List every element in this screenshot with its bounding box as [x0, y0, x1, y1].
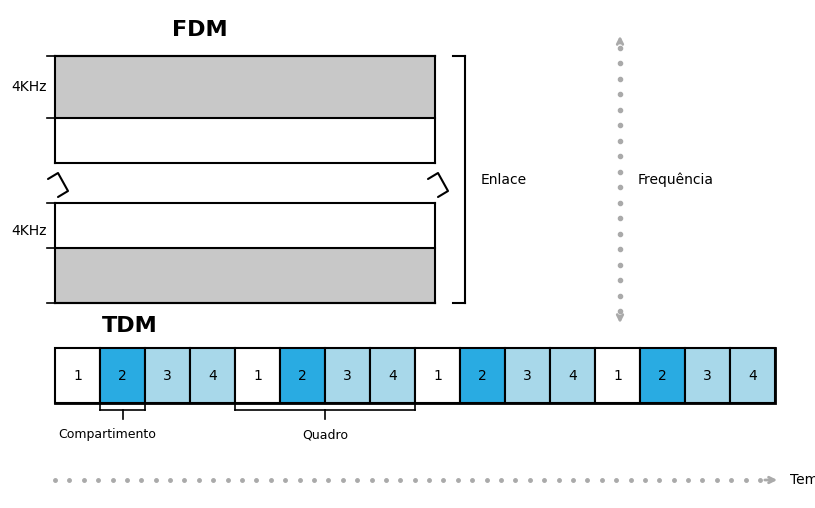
Text: 4: 4	[388, 368, 397, 383]
Text: 1: 1	[253, 368, 262, 383]
FancyBboxPatch shape	[55, 56, 435, 118]
Text: 4: 4	[748, 368, 757, 383]
Text: 1: 1	[613, 368, 622, 383]
Text: 2: 2	[298, 368, 307, 383]
FancyBboxPatch shape	[730, 348, 775, 403]
Text: 1: 1	[73, 368, 82, 383]
FancyBboxPatch shape	[685, 348, 730, 403]
Text: 3: 3	[523, 368, 532, 383]
Text: Frequência: Frequência	[638, 172, 714, 187]
Text: 4: 4	[208, 368, 217, 383]
Text: 4KHz: 4KHz	[11, 80, 47, 94]
FancyBboxPatch shape	[370, 348, 415, 403]
Text: 3: 3	[163, 368, 172, 383]
FancyBboxPatch shape	[505, 348, 550, 403]
FancyBboxPatch shape	[190, 348, 235, 403]
Text: FDM: FDM	[172, 20, 228, 40]
Text: 2: 2	[659, 368, 667, 383]
FancyBboxPatch shape	[55, 348, 100, 403]
Text: 3: 3	[343, 368, 352, 383]
Text: 3: 3	[703, 368, 711, 383]
Text: TDM: TDM	[102, 316, 158, 336]
FancyBboxPatch shape	[550, 348, 595, 403]
FancyBboxPatch shape	[100, 348, 145, 403]
FancyBboxPatch shape	[415, 348, 460, 403]
Text: 2: 2	[478, 368, 487, 383]
FancyBboxPatch shape	[280, 348, 325, 403]
Text: 1: 1	[433, 368, 442, 383]
Text: Tempo: Tempo	[790, 473, 815, 487]
FancyBboxPatch shape	[55, 348, 775, 403]
Text: 4: 4	[568, 368, 577, 383]
FancyBboxPatch shape	[640, 348, 685, 403]
FancyBboxPatch shape	[145, 348, 190, 403]
Text: 2: 2	[118, 368, 127, 383]
Text: Quadro: Quadro	[302, 428, 348, 441]
FancyBboxPatch shape	[460, 348, 505, 403]
Text: Compartimento: Compartimento	[59, 428, 156, 441]
Text: 4KHz: 4KHz	[11, 224, 47, 238]
FancyBboxPatch shape	[55, 248, 435, 303]
FancyBboxPatch shape	[325, 348, 370, 403]
FancyBboxPatch shape	[595, 348, 640, 403]
FancyBboxPatch shape	[235, 348, 280, 403]
Text: Enlace: Enlace	[481, 173, 527, 186]
